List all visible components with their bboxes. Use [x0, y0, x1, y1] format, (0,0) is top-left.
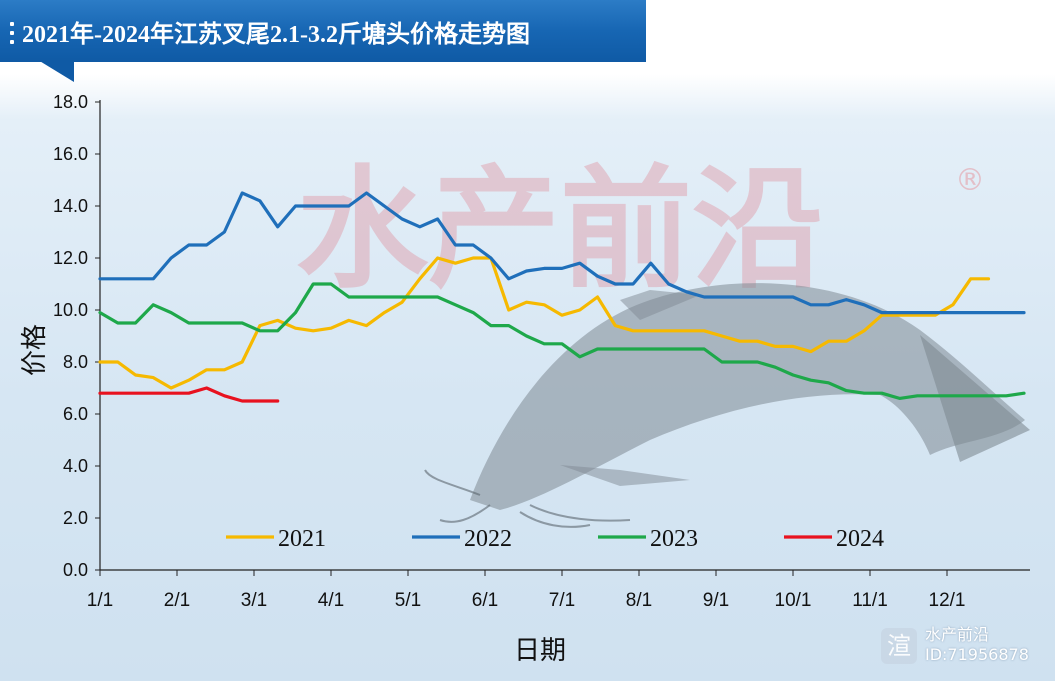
x-tick-label: 4/1	[318, 590, 344, 611]
legend-label-2021: 2021	[278, 526, 326, 552]
x-tick-label: 1/1	[87, 590, 113, 611]
catfish-icon	[470, 283, 1030, 510]
y-tick-labels: 0.0 2.0 4.0 6.0 8.0 10.0 12.0 14.0 16.0 18.0	[53, 92, 100, 580]
legend-label-2024: 2024	[836, 526, 884, 552]
registered-mark-icon: ®	[955, 163, 985, 198]
series-layer	[98, 191, 1026, 403]
y-tick-label: 6.0	[63, 404, 88, 424]
x-tick-label: 6/1	[472, 590, 498, 611]
watermark-id: ID:71956878	[925, 645, 1029, 664]
series-line-2021	[98, 256, 991, 390]
y-tick-label: 16.0	[53, 144, 88, 164]
watermark-brand: 水产前沿	[925, 625, 990, 644]
y-tick-label: 0.0	[63, 560, 88, 580]
x-tick-label: 11/1	[852, 590, 888, 611]
x-tick-label: 8/1	[626, 590, 652, 611]
banner-dots-icon	[10, 22, 15, 44]
x-tick-label: 7/1	[549, 590, 575, 611]
y-axis-title: 价格	[20, 323, 50, 376]
title-banner-tail	[38, 60, 74, 82]
series-line-2023	[98, 282, 1026, 400]
watermark-corner: 水产前沿 ID:71956878	[925, 625, 1029, 665]
axes: 0.0 2.0 4.0 6.0 8.0 10.0 12.0 14.0 16.0 18.0 1/1 2…	[53, 92, 1030, 611]
x-tick-label: 9/1	[703, 590, 729, 611]
series-line-2024	[98, 386, 280, 403]
x-tick-labels: 1/1 2/1 3/1 4/1 5/1 6/1 7/1 8/1 9/1 10/1 11/1 12/1	[87, 570, 966, 611]
y-tick-label: 4.0	[63, 456, 88, 476]
series-line-2022	[98, 191, 1026, 315]
y-tick-label: 2.0	[63, 508, 88, 528]
catfish-barbels	[424, 469, 631, 528]
x-tick-label: 2/1	[164, 590, 190, 611]
legend-label-2023: 2023	[650, 526, 698, 552]
y-tick-label: 14.0	[53, 196, 88, 216]
x-tick-label: 5/1	[395, 590, 421, 611]
y-tick-label: 12.0	[53, 248, 88, 268]
legend-label-2022: 2022	[464, 526, 512, 552]
decoration-layer: 水产前沿 ®	[296, 153, 1030, 528]
title-banner	[0, 0, 646, 62]
y-tick-label: 18.0	[53, 92, 88, 112]
x-tick-label: 10/1	[775, 590, 812, 611]
legend: 2021 2022 2023 2024	[226, 526, 884, 552]
x-tick-label: 3/1	[241, 590, 267, 611]
x-tick-label: 12/1	[929, 590, 966, 611]
y-tick-label: 8.0	[63, 352, 88, 372]
x-axis-title: 日期	[513, 636, 566, 666]
brand-logo-icon: 渲	[881, 628, 917, 664]
watermark-brand-text: 水产前沿	[296, 153, 824, 307]
y-tick-label: 10.0	[53, 300, 88, 320]
chart-title: 2021年-2024年江苏叉尾2.1-3.2斤塘头价格走势图	[22, 22, 530, 48]
